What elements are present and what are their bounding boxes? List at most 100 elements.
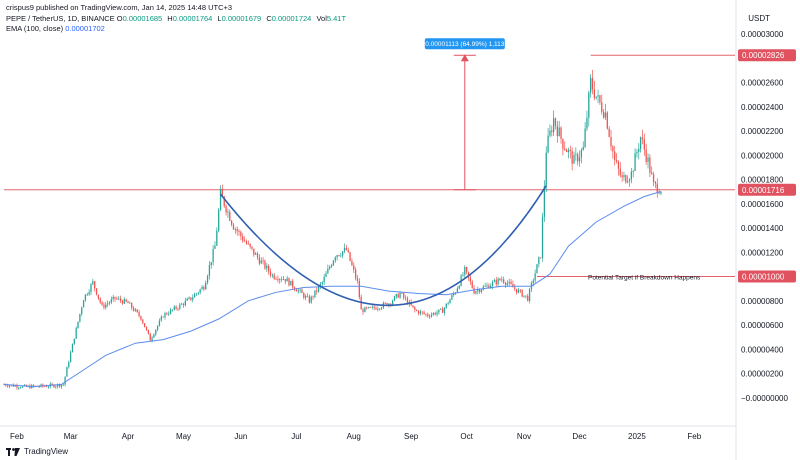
y-tick-label: 0.00001800: [741, 176, 784, 185]
candle: [214, 241, 216, 249]
candle-body: [106, 303, 109, 305]
candle-body: [501, 279, 503, 281]
candle: [602, 108, 605, 119]
candle-body: [14, 385, 16, 387]
x-tick-label: Oct: [460, 432, 473, 441]
candle-body: [430, 314, 433, 317]
measure-tool: 0.00001113 (64.99%) 1,113: [424, 38, 505, 191]
candle-body: [225, 205, 227, 213]
candle-body: [606, 112, 608, 129]
candle: [264, 259, 266, 271]
candle-body: [145, 327, 148, 330]
candle-body: [205, 282, 207, 290]
candle-body: [338, 255, 340, 257]
candle: [206, 274, 209, 285]
candle-body: [647, 157, 649, 162]
candle-body: [342, 251, 344, 256]
candle-body: [243, 240, 246, 242]
candle-body: [386, 303, 388, 306]
candle-body: [373, 306, 375, 309]
candle: [303, 291, 305, 300]
candle-body: [441, 308, 444, 313]
ema-line: [3, 191, 662, 388]
candle-body: [169, 309, 172, 314]
candle-body: [625, 175, 627, 183]
candle: [279, 278, 281, 284]
ema-100-line: [3, 191, 662, 388]
candle: [193, 292, 196, 298]
candle-body: [515, 288, 518, 293]
candle-body: [238, 231, 240, 232]
candle: [591, 69, 594, 95]
candle-body: [486, 285, 488, 287]
candle-body: [419, 311, 422, 314]
candle: [314, 290, 316, 299]
candle: [273, 272, 275, 281]
candle-body: [584, 128, 586, 148]
candle-body: [543, 186, 546, 217]
candle-body: [112, 296, 114, 300]
candle: [343, 243, 346, 254]
candle: [471, 279, 473, 289]
candle: [110, 296, 112, 305]
candle: [534, 269, 536, 283]
candle-body: [227, 211, 229, 213]
candle: [316, 287, 318, 295]
candle: [55, 385, 57, 389]
candle-body: [478, 289, 481, 293]
candle: [380, 306, 383, 311]
x-tick-label: Feb: [10, 432, 24, 441]
price-label-text: 0.00002826: [742, 51, 785, 60]
candle-body: [197, 292, 199, 294]
candle-body: [66, 367, 68, 377]
candle: [308, 294, 311, 304]
candle: [266, 262, 268, 272]
candle-body: [290, 280, 292, 286]
candle: [521, 289, 523, 298]
candle-body: [586, 117, 588, 129]
candle-body: [414, 307, 416, 311]
footer-brand[interactable]: TradingView: [6, 447, 68, 456]
candle: [373, 305, 375, 311]
candle-body: [540, 257, 542, 259]
candle: [77, 321, 79, 329]
candle: [443, 307, 446, 316]
candle-body: [447, 303, 449, 305]
candle-body: [345, 247, 348, 250]
candle: [342, 251, 344, 259]
candle-body: [590, 77, 592, 93]
candle-body: [519, 289, 521, 291]
candle-body: [58, 384, 61, 387]
candle-body: [195, 293, 198, 295]
candle: [627, 175, 629, 184]
published-credit: crispus9 published on TradingView.com, J…: [6, 3, 233, 12]
candle: [456, 286, 459, 294]
ohlc-key: H: [165, 14, 173, 23]
currency-label[interactable]: USDT: [748, 14, 770, 23]
candle-body: [230, 220, 233, 225]
y-tick-label: 0.00000800: [741, 297, 784, 306]
ohlc-value: 0.00001679: [221, 14, 262, 23]
candle: [275, 276, 277, 281]
candle-body: [451, 295, 453, 300]
candle-body: [218, 210, 220, 231]
candle-body: [82, 300, 85, 308]
candle: [20, 386, 22, 389]
candle: [288, 277, 290, 287]
candle-body: [567, 149, 570, 153]
candle: [75, 326, 77, 340]
candle: [358, 278, 360, 300]
symbol-name[interactable]: PEPE / TetherUS, 1D, BINANCE: [6, 14, 115, 23]
candle-body: [445, 303, 447, 308]
candle-body: [523, 295, 525, 297]
candle-body: [393, 296, 396, 301]
candle-body: [634, 153, 636, 172]
ema-indicator-label[interactable]: EMA (100, close): [6, 24, 64, 33]
candle: [179, 302, 181, 311]
candle-body: [353, 265, 355, 270]
candle-body: [604, 112, 607, 118]
candle: [166, 312, 168, 316]
candle-body: [199, 289, 201, 293]
candle-body: [436, 312, 438, 315]
